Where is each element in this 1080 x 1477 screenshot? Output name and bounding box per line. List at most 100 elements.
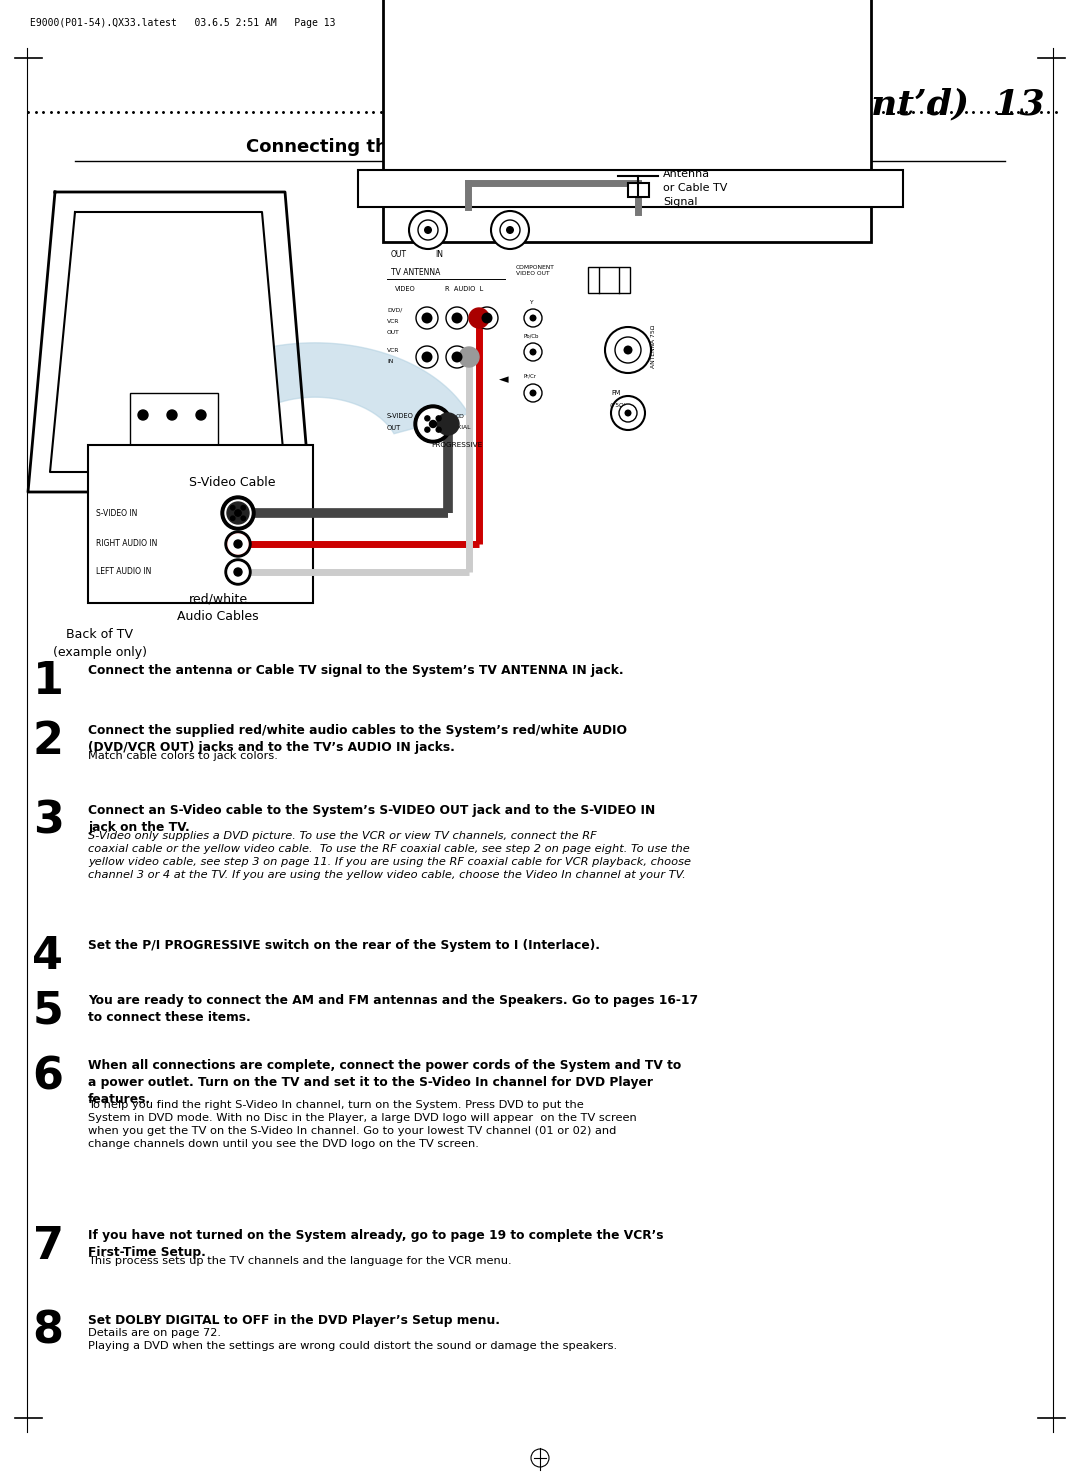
Circle shape — [500, 220, 519, 239]
Circle shape — [619, 405, 637, 422]
Circle shape — [416, 346, 438, 368]
Circle shape — [529, 315, 537, 322]
Circle shape — [225, 501, 251, 526]
Text: AM: AM — [595, 267, 607, 278]
Polygon shape — [28, 192, 310, 492]
Text: S-Video Cable: S-Video Cable — [189, 476, 275, 489]
Circle shape — [221, 496, 255, 530]
Text: AXIAL: AXIAL — [454, 425, 472, 430]
Text: TV ANTENNA: TV ANTENNA — [391, 267, 441, 278]
Circle shape — [491, 211, 529, 250]
Circle shape — [228, 535, 248, 554]
Circle shape — [605, 326, 651, 374]
Circle shape — [195, 411, 206, 419]
Text: CO: CO — [456, 414, 464, 419]
Circle shape — [476, 307, 498, 329]
Circle shape — [234, 541, 242, 548]
Circle shape — [459, 347, 480, 366]
Text: Connect an S-Video cable to the System’s S-VIDEO OUT jack and to the S-VIDEO IN
: Connect an S-Video cable to the System’s… — [87, 803, 656, 835]
Text: red/white
Audio Cables: red/white Audio Cables — [177, 592, 259, 623]
Polygon shape — [188, 343, 469, 434]
Circle shape — [234, 569, 242, 576]
Circle shape — [451, 352, 462, 362]
Text: 7: 7 — [32, 1224, 64, 1267]
Text: Y: Y — [529, 300, 532, 304]
Text: 2: 2 — [32, 719, 64, 764]
Text: FM: FM — [611, 390, 620, 396]
Circle shape — [424, 226, 432, 233]
Text: PROGRESSIVE: PROGRESSIVE — [431, 442, 483, 448]
Text: OUT: OUT — [387, 425, 402, 431]
Text: LEFT AUDIO IN: LEFT AUDIO IN — [96, 567, 151, 576]
Circle shape — [430, 421, 436, 427]
Text: Set DOLBY DIGITAL to OFF in the DVD Player’s Setup menu.: Set DOLBY DIGITAL to OFF in the DVD Play… — [87, 1315, 500, 1326]
Bar — [627, 183, 649, 196]
Text: P: P — [416, 428, 424, 439]
Text: Connect the antenna or Cable TV signal to the System’s TV ANTENNA IN jack.: Connect the antenna or Cable TV signal t… — [87, 665, 623, 676]
Circle shape — [436, 427, 441, 433]
Text: VCR: VCR — [387, 349, 400, 353]
Circle shape — [227, 502, 249, 524]
Text: 6: 6 — [32, 1055, 64, 1097]
Circle shape — [416, 307, 438, 329]
Circle shape — [228, 535, 248, 554]
Text: R  AUDIO  L: R AUDIO L — [445, 287, 483, 292]
Circle shape — [623, 346, 633, 354]
Circle shape — [524, 309, 542, 326]
Bar — [383, 0, 870, 242]
Text: You are ready to connect the AM and FM antennas and the Speakers. Go to pages 16: You are ready to connect the AM and FM a… — [87, 994, 698, 1024]
Polygon shape — [50, 213, 285, 473]
Text: ANTENNA 75Ω: ANTENNA 75Ω — [651, 325, 656, 368]
Circle shape — [138, 411, 148, 419]
Text: S-Video only supplies a DVD picture. To use the VCR or view TV channels, connect: S-Video only supplies a DVD picture. To … — [87, 832, 691, 880]
Text: (75Ω): (75Ω) — [609, 403, 626, 408]
Text: S-VIDEO IN: S-VIDEO IN — [96, 508, 137, 517]
Circle shape — [482, 313, 492, 323]
Bar — [87, 445, 313, 603]
Circle shape — [507, 226, 514, 233]
Text: IN: IN — [435, 250, 443, 258]
Circle shape — [624, 409, 632, 417]
Bar — [130, 393, 218, 445]
Text: DVD/: DVD/ — [387, 309, 402, 313]
Circle shape — [424, 427, 430, 433]
Circle shape — [424, 417, 430, 421]
Text: Connect the supplied red/white audio cables to the System’s red/white AUDIO
(DVD: Connect the supplied red/white audio cab… — [87, 724, 627, 753]
Text: OUT: OUT — [387, 329, 400, 335]
Text: To help you find the right S-Video In channel, turn on the System. Press DVD to : To help you find the right S-Video In ch… — [87, 1099, 637, 1149]
Circle shape — [436, 417, 441, 421]
Text: When all connections are complete, connect the power cords of the System and TV : When all connections are complete, conne… — [87, 1059, 681, 1106]
Bar — [95, 489, 235, 507]
Text: If you have not turned on the System already, go to page 19 to complete the VCR’: If you have not turned on the System alr… — [87, 1229, 663, 1258]
Circle shape — [529, 349, 537, 356]
Text: VCR: VCR — [387, 319, 400, 323]
Circle shape — [529, 390, 537, 396]
Circle shape — [230, 515, 234, 520]
Circle shape — [469, 309, 489, 328]
Circle shape — [446, 346, 468, 368]
Text: RIGHT AUDIO IN: RIGHT AUDIO IN — [96, 539, 158, 548]
Bar — [588, 267, 630, 292]
Text: Hookups (cont’d)  13: Hookups (cont’d) 13 — [617, 89, 1045, 123]
Text: Set the P/I PROGRESSIVE switch on the rear of the System to I (Interlace).: Set the P/I PROGRESSIVE switch on the re… — [87, 939, 600, 953]
Circle shape — [524, 343, 542, 360]
Circle shape — [611, 396, 645, 430]
Circle shape — [418, 220, 438, 239]
Text: E9000(P01-54).QX33.latest   03.6.5 2:51 AM   Page 13: E9000(P01-54).QX33.latest 03.6.5 2:51 AM… — [30, 18, 336, 28]
Text: S-VIDEO: S-VIDEO — [387, 414, 414, 419]
Circle shape — [234, 510, 241, 515]
Text: Connecting the System to a TV that has an S-Video In jack: Connecting the System to a TV that has a… — [245, 137, 835, 157]
Circle shape — [524, 384, 542, 402]
Text: IN: IN — [387, 359, 393, 363]
Circle shape — [241, 505, 245, 510]
Circle shape — [228, 563, 248, 582]
Circle shape — [241, 515, 245, 520]
Circle shape — [615, 337, 642, 363]
Text: This process sets up the TV channels and the language for the VCR menu.: This process sets up the TV channels and… — [87, 1255, 512, 1266]
Circle shape — [446, 307, 468, 329]
Text: ◄: ◄ — [499, 374, 509, 385]
Text: Match cable colors to jack colors.: Match cable colors to jack colors. — [87, 750, 278, 761]
Text: Antenna
or Cable TV
Signal: Antenna or Cable TV Signal — [663, 168, 727, 207]
Circle shape — [230, 505, 234, 510]
Circle shape — [421, 352, 432, 362]
